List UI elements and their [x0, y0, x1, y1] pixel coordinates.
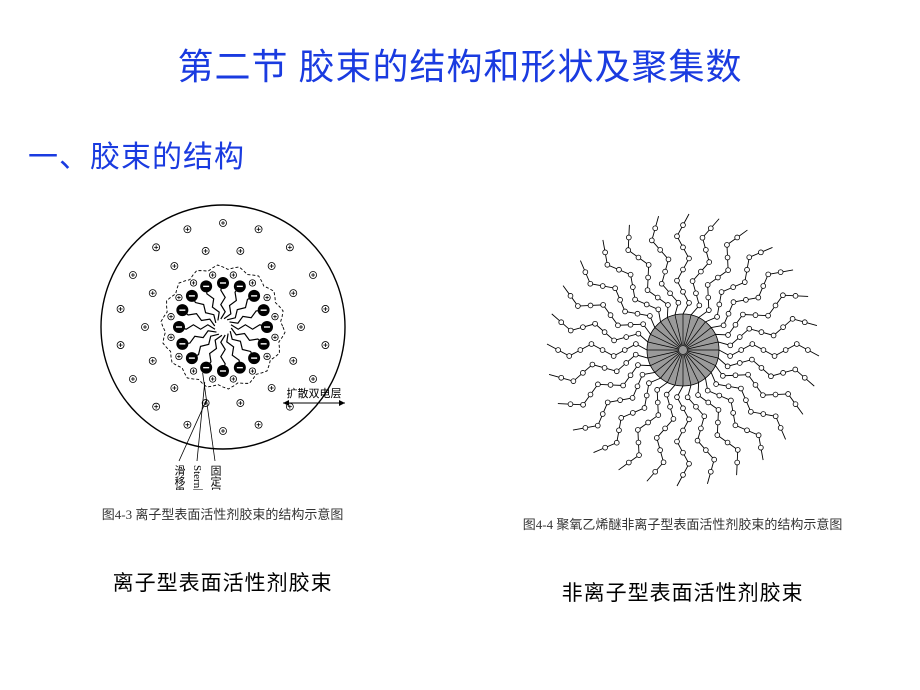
left-user-caption: 离子型表面活性剂胶束 [113, 567, 333, 597]
right-user-caption: 非离子型表面活性剂胶束 [562, 577, 804, 607]
svg-text:滑移界面: 滑移界面 [173, 465, 186, 490]
left-diagram-column: 扩散双电层滑移界面 Stern面固定层 图4-3 离子型表面活性剂胶束的结构示意图… [78, 200, 368, 597]
diagram-row: 扩散双电层滑移界面 Stern面固定层 图4-3 离子型表面活性剂胶束的结构示意图… [0, 176, 920, 607]
right-figure-caption: 图4-4 聚氧乙烯醚非离子型表面活性剂胶束的结构示意图 [523, 514, 843, 533]
nonionic-micelle-diagram [533, 200, 833, 500]
svg-text:Stern面: Stern面 [191, 465, 204, 490]
page-title: 第二节 胶束的结构和形状及聚集数 [0, 0, 920, 90]
svg-text:扩散双电层: 扩散双电层 [286, 386, 341, 400]
svg-text:固定层: 固定层 [209, 465, 222, 490]
left-figure-caption: 图4-3 离子型表面活性剂胶束的结构示意图 [102, 504, 344, 523]
section-subtitle: 一、胶束的结构 [0, 90, 920, 176]
right-diagram-column: 图4-4 聚氧乙烯醚非离子型表面活性剂胶束的结构示意图 非离子型表面活性剂胶束 [523, 200, 843, 607]
ionic-micelle-diagram: 扩散双电层滑移界面 Stern面固定层 [78, 200, 368, 490]
